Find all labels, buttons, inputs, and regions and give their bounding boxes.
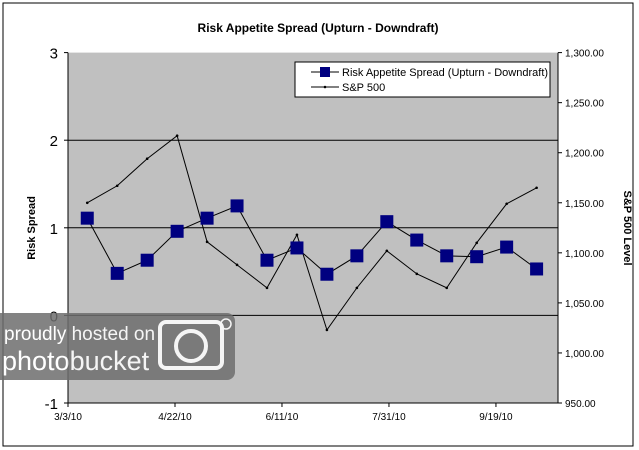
watermark-line1: proudly hosted on	[4, 324, 155, 345]
y-tick-label: 3	[50, 46, 58, 63]
spread-point	[530, 262, 544, 276]
y2-axis-label: S&P 500 Level	[621, 190, 633, 265]
spread-point	[170, 224, 184, 238]
watermark-line2: photobucket	[2, 346, 150, 376]
sp500-point	[385, 249, 389, 253]
sp500-point	[355, 286, 359, 290]
spread-point	[380, 215, 394, 229]
sp500-point	[175, 134, 179, 137]
spread-point	[230, 199, 244, 213]
y2-tick-label: 1,050.00	[565, 299, 604, 310]
spread-point	[110, 266, 124, 280]
legend-label-sp500: S&P 500	[342, 82, 385, 94]
legend-marker-spread	[320, 67, 330, 77]
y2-tick-label: 1,250.00	[565, 99, 604, 110]
spread-point	[320, 267, 334, 281]
y2-tick-label: 1,100.00	[565, 249, 604, 260]
sp500-point	[445, 286, 449, 290]
spread-point	[140, 253, 154, 267]
y2-tick-label: 1,200.00	[565, 149, 604, 160]
legend: Risk Appetite Spread (Upturn - Downdraft…	[294, 61, 551, 98]
chart-title: Risk Appetite Spread (Upturn - Downdraft…	[198, 21, 439, 35]
spread-point	[260, 253, 274, 267]
sp500-point	[115, 184, 119, 188]
spread-point	[470, 250, 484, 264]
spread-point	[410, 233, 424, 247]
spread-line	[86, 205, 537, 275]
legend-label-spread: Risk Appetite Spread (Upturn - Downdraft…	[342, 67, 548, 79]
sp500-point	[145, 157, 149, 161]
x-tick-label: 6/11/10	[266, 412, 299, 423]
sp500-point	[475, 241, 478, 245]
legend-box	[294, 61, 551, 98]
y2-tick-label: 950.00	[565, 399, 596, 410]
spread-point	[350, 249, 364, 263]
x-tick-label: 3/3/10	[54, 412, 82, 423]
y2-tick-label: 1,000.00	[565, 349, 604, 360]
sp500-point	[295, 233, 299, 237]
y2-tick-label: 1,300.00	[565, 49, 604, 60]
x-tick-label: 7/31/10	[372, 412, 406, 423]
sp500-point	[265, 286, 269, 290]
spread-point	[80, 211, 94, 225]
sp500-point	[205, 240, 209, 244]
y-tick-label: -1	[45, 396, 58, 413]
watermark: proudly hosted on photobucket	[0, 313, 235, 380]
sp500-line	[87, 134, 537, 332]
sp500-point	[415, 272, 419, 276]
spread-point	[500, 240, 514, 254]
legend-marker-sp500	[323, 85, 327, 89]
spread-point	[290, 241, 304, 255]
y-tick-label: 2	[50, 133, 58, 150]
y-tick-label: 1	[50, 221, 58, 238]
spread-point	[440, 249, 454, 263]
x-tick-label: 4/22/10	[158, 412, 192, 423]
camera-icon	[158, 318, 232, 370]
sp500-point	[535, 186, 538, 190]
spread-point	[200, 211, 214, 225]
sp500-point	[505, 202, 508, 206]
y-axis-label: Risk Spread	[26, 196, 38, 260]
y2-tick-label: 1,150.00	[565, 199, 604, 210]
sp500-point	[235, 263, 239, 267]
sp500-point	[325, 328, 329, 332]
sp500-point	[85, 201, 89, 205]
x-tick-label: 9/19/10	[479, 412, 513, 423]
watermark-background	[0, 313, 235, 380]
